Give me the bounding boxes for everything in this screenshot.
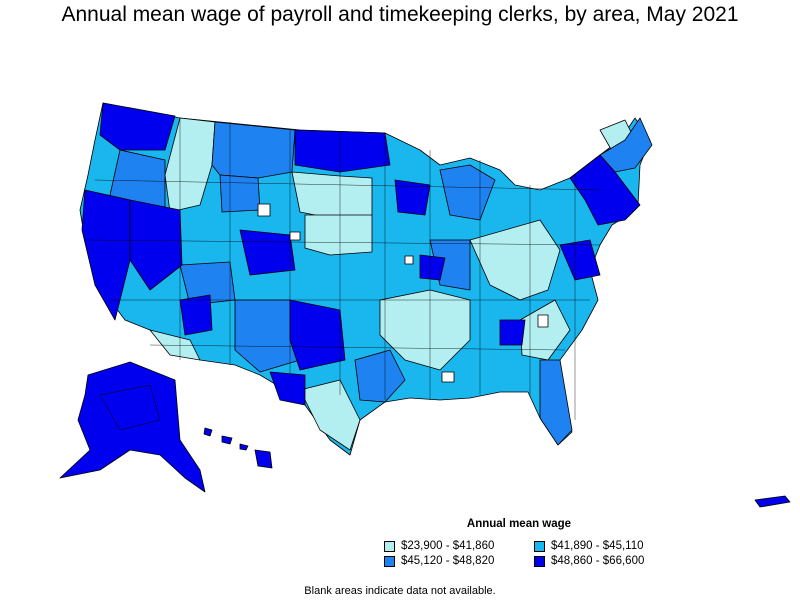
puerto-rico bbox=[754, 495, 791, 508]
legend: Annual mean wage $23,900 - $41,860 $41,8… bbox=[384, 518, 674, 567]
legend-label: $41,890 - $45,110 bbox=[551, 540, 644, 552]
legend-item-tier2: $41,890 - $45,110 bbox=[534, 540, 674, 552]
map-title: Annual mean wage of payroll and timekeep… bbox=[61, 3, 739, 26]
legend-item-tier3: $45,120 - $48,820 bbox=[384, 555, 534, 567]
legend-swatch bbox=[384, 555, 395, 567]
legend-swatch bbox=[534, 555, 545, 567]
tier1-areas bbox=[149, 117, 641, 451]
legend-label: $48,860 - $66,600 bbox=[551, 555, 645, 567]
legend-label: $45,120 - $48,820 bbox=[401, 555, 495, 567]
tier4-areas bbox=[81, 102, 641, 406]
legend-item-tier1: $23,900 - $41,860 bbox=[384, 540, 534, 552]
area-boundaries bbox=[84, 118, 601, 420]
legend-item-tier4: $48,860 - $66,600 bbox=[534, 555, 674, 567]
blank-areas bbox=[257, 203, 549, 383]
data-note: Blank areas indicate data not available. bbox=[304, 585, 496, 597]
legend-title: Annual mean wage bbox=[466, 518, 572, 530]
legend-label: $23,900 - $41,860 bbox=[401, 540, 495, 552]
legend-swatch bbox=[384, 540, 395, 552]
hawaii bbox=[203, 427, 273, 469]
alaska-interior bbox=[99, 384, 161, 431]
legend-swatch bbox=[534, 540, 545, 552]
